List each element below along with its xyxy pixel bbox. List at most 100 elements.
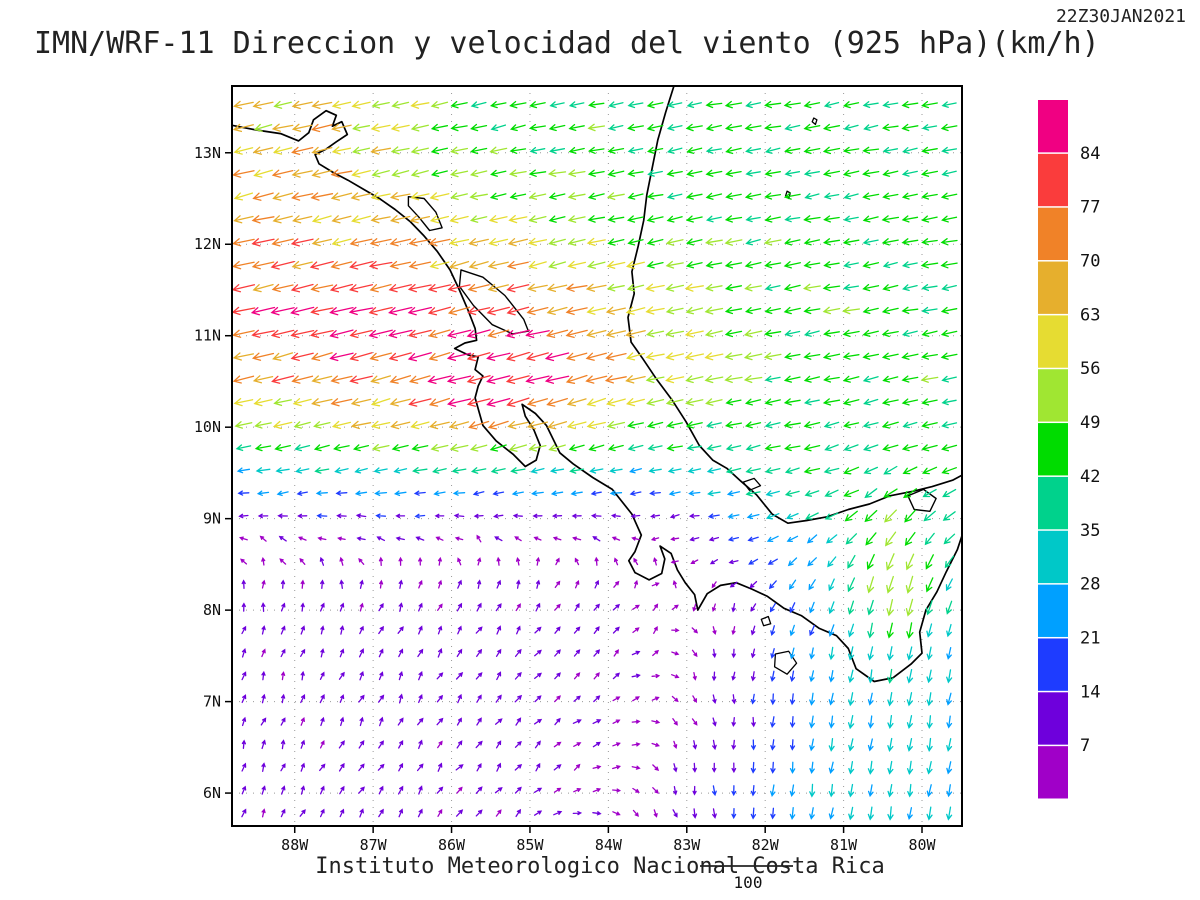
valid-time-label: 22Z30JAN2021 bbox=[1055, 6, 1186, 27]
wind-arrow bbox=[769, 602, 777, 613]
wind-arrow bbox=[568, 101, 585, 109]
wind-arrow bbox=[351, 215, 371, 224]
wind-arrow bbox=[435, 536, 444, 541]
wind-arrow bbox=[842, 398, 860, 406]
wind-arrow bbox=[585, 283, 607, 292]
wind-arrow bbox=[468, 261, 489, 270]
colorbar-label: 56 bbox=[1080, 359, 1100, 379]
wind-arrow bbox=[770, 807, 776, 820]
wind-arrow bbox=[339, 648, 345, 658]
wind-arrow bbox=[843, 284, 860, 291]
lon-tick-label: 82W bbox=[752, 836, 780, 854]
wind-arrow bbox=[809, 715, 815, 729]
wind-arrow bbox=[338, 740, 345, 749]
wind-arrow bbox=[646, 421, 664, 429]
wind-arrow bbox=[809, 670, 815, 683]
wind-arrow bbox=[370, 214, 391, 224]
wind-arrow bbox=[745, 101, 762, 109]
wind-arrow bbox=[411, 444, 429, 452]
wind-arrow bbox=[489, 192, 507, 200]
wind-arrow bbox=[470, 101, 487, 109]
wind-arrow bbox=[368, 306, 393, 316]
wind-arrow bbox=[250, 306, 276, 316]
wind-arrow bbox=[477, 557, 482, 566]
wind-arrow bbox=[349, 238, 373, 247]
wind-arrow bbox=[529, 101, 546, 109]
wind-arrow bbox=[882, 192, 899, 200]
wind-arrow bbox=[393, 490, 407, 497]
lon-tick-label: 87W bbox=[360, 836, 388, 854]
wind-arrow bbox=[789, 761, 796, 774]
wind-arrow bbox=[770, 716, 776, 729]
wind-arrow bbox=[632, 627, 640, 634]
wind-arrow bbox=[665, 352, 685, 361]
wind-arrow bbox=[281, 785, 286, 795]
wind-arrow bbox=[691, 718, 698, 726]
wind-arrow bbox=[261, 602, 266, 612]
wind-arrow bbox=[783, 284, 801, 292]
wind-arrow bbox=[506, 260, 529, 270]
wind-arrow bbox=[882, 375, 899, 383]
wind-arrow bbox=[236, 467, 251, 474]
wind-arrow bbox=[803, 421, 821, 429]
wind-arrow bbox=[784, 215, 801, 223]
wind-arrow bbox=[515, 603, 521, 612]
wind-arrow bbox=[724, 260, 743, 269]
wind-arrow bbox=[534, 649, 542, 657]
wind-arrow bbox=[447, 283, 471, 293]
wind-arrow bbox=[921, 352, 938, 360]
wind-arrow bbox=[746, 513, 760, 520]
wind-arrow bbox=[408, 238, 432, 247]
wind-arrow bbox=[646, 146, 664, 154]
wind-arrow bbox=[743, 375, 763, 384]
wind-arrow bbox=[803, 352, 821, 360]
wind-arrow bbox=[842, 352, 860, 360]
reference-vector-label: 100 bbox=[734, 873, 763, 892]
wind-arrow bbox=[455, 671, 464, 680]
wind-arrow bbox=[389, 192, 411, 201]
wind-arrow bbox=[807, 557, 817, 567]
wind-arrow bbox=[533, 787, 543, 793]
wind-arrow bbox=[253, 169, 273, 178]
wind-arrow bbox=[574, 579, 580, 589]
wind-arrow bbox=[825, 534, 838, 544]
wind-arrow bbox=[593, 649, 601, 657]
wind-arrow bbox=[862, 101, 879, 109]
wind-arrow bbox=[881, 238, 899, 246]
wind-arrow bbox=[351, 146, 371, 155]
wind-arrow bbox=[371, 100, 390, 109]
wind-arrow bbox=[828, 715, 835, 729]
wind-arrow bbox=[905, 553, 915, 571]
wind-arrow bbox=[430, 443, 449, 452]
wind-arrow bbox=[570, 490, 583, 497]
wind-arrow bbox=[862, 421, 879, 429]
wind-arrow bbox=[901, 306, 919, 315]
wind-arrow bbox=[410, 146, 429, 155]
wind-arrow bbox=[320, 579, 325, 589]
wind-arrow bbox=[232, 169, 255, 178]
wind-arrow bbox=[290, 283, 314, 293]
wind-arrow bbox=[862, 352, 880, 360]
wind-arrow bbox=[251, 238, 275, 247]
wind-arrow bbox=[349, 352, 373, 362]
wind-arrow bbox=[862, 146, 880, 154]
wind-arrow bbox=[457, 693, 462, 704]
wind-arrow bbox=[280, 693, 286, 704]
wind-arrow bbox=[291, 100, 313, 110]
wind-arrow bbox=[804, 490, 820, 497]
wind-arrow bbox=[489, 146, 508, 155]
wind-arrow bbox=[704, 352, 724, 361]
wind-arrow bbox=[430, 146, 449, 155]
wind-arrow bbox=[844, 510, 858, 522]
wind-arrow bbox=[867, 715, 874, 729]
wind-arrow bbox=[457, 557, 462, 566]
wind-arrow bbox=[652, 787, 659, 794]
wind-arrow bbox=[750, 784, 756, 797]
wind-arrow bbox=[828, 737, 835, 752]
wind-arrow bbox=[331, 215, 352, 224]
wind-arrow bbox=[472, 490, 485, 496]
wind-arrow bbox=[770, 648, 776, 659]
wind-arrow bbox=[549, 146, 566, 154]
wind-arrow bbox=[241, 579, 246, 589]
wind-arrow bbox=[626, 215, 644, 223]
